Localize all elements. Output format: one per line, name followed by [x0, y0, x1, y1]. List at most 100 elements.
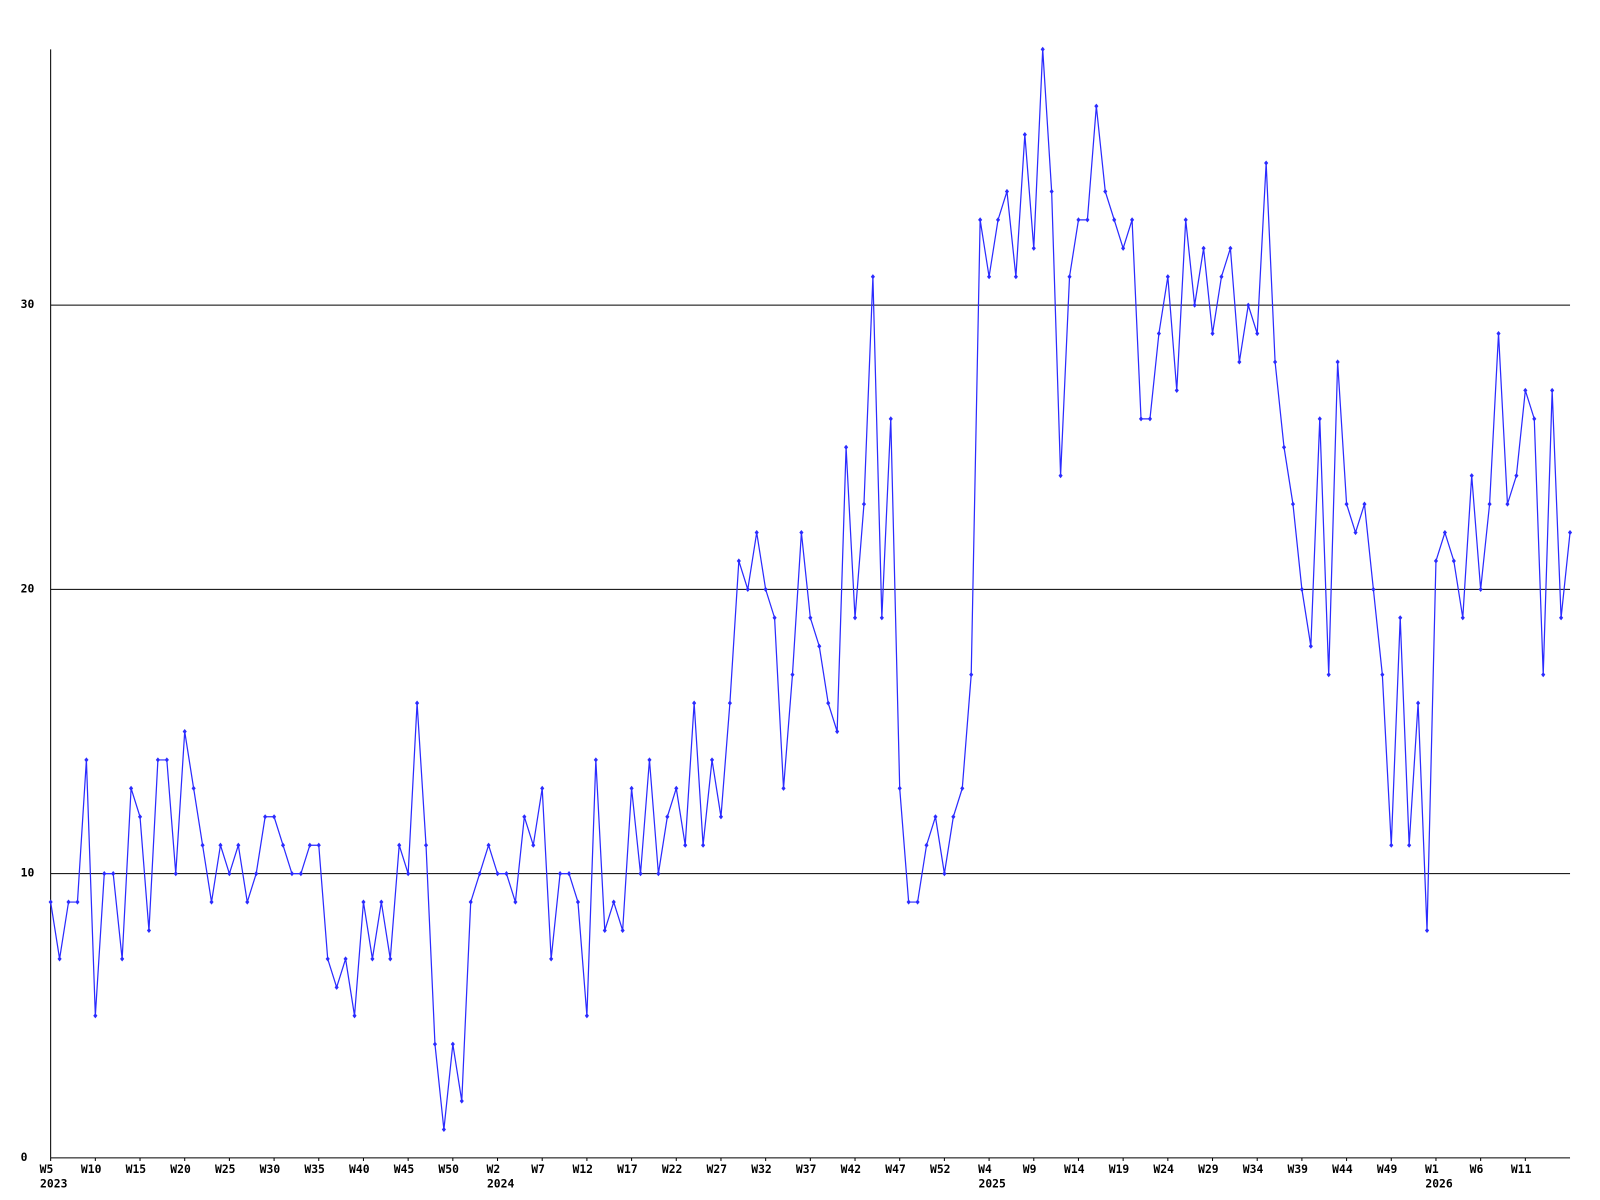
data-point — [709, 757, 715, 763]
data-point — [861, 501, 867, 507]
x-tick-label: W35 — [304, 1162, 325, 1176]
y-tick-label: 10 — [21, 866, 35, 880]
data-point — [558, 871, 563, 877]
data-point — [200, 842, 205, 848]
data-point — [1040, 46, 1045, 52]
x-tick-label: W44 — [1332, 1162, 1353, 1176]
data-point — [48, 899, 53, 905]
data-point — [683, 842, 688, 848]
data-point — [137, 814, 143, 820]
data-point — [844, 444, 849, 450]
data-point — [334, 984, 339, 990]
data-point — [66, 899, 71, 905]
data-point — [995, 217, 1001, 223]
data-point — [218, 842, 223, 848]
x-tick-label: W52 — [930, 1162, 951, 1176]
data-point — [1326, 672, 1331, 678]
x-tick-label: W40 — [349, 1162, 370, 1176]
data-point — [960, 785, 965, 791]
data-point — [1130, 217, 1135, 223]
data-point — [1317, 416, 1322, 422]
data-point — [1451, 558, 1456, 564]
data-point — [647, 757, 652, 763]
data-point — [826, 700, 831, 706]
data-point — [1031, 245, 1036, 251]
x-tick-label: W7 — [531, 1162, 545, 1176]
data-point — [987, 274, 992, 280]
x-tick-label: W20 — [170, 1162, 191, 1176]
data-point — [1210, 330, 1215, 337]
y-tick-label: 30 — [21, 297, 35, 311]
data-point — [1433, 558, 1439, 564]
x-tick-label: W25 — [215, 1162, 236, 1176]
data-point — [1335, 359, 1340, 365]
data-point — [575, 899, 581, 905]
data-point — [799, 529, 804, 536]
data-point — [1192, 302, 1197, 308]
data-point — [370, 956, 375, 962]
data-point — [1228, 245, 1233, 251]
data-point — [763, 586, 768, 592]
data-point — [155, 757, 160, 763]
data-point — [1559, 615, 1564, 621]
data-point — [629, 785, 634, 791]
x-tick-label: W24 — [1153, 1162, 1174, 1176]
data-point — [888, 416, 893, 422]
data-point — [1550, 387, 1555, 393]
data-point — [1505, 501, 1510, 507]
data-point — [1344, 501, 1349, 507]
data-point — [1246, 302, 1251, 308]
data-point — [1299, 586, 1304, 592]
data-point — [817, 643, 822, 649]
data-point — [1004, 188, 1010, 195]
x-tick-label: W12 — [572, 1162, 593, 1176]
data-point — [102, 871, 107, 877]
data-point — [75, 899, 80, 905]
data-point — [1273, 359, 1278, 365]
data-point — [754, 529, 759, 536]
data-point — [1138, 416, 1144, 422]
x-tick-label: W49 — [1377, 1162, 1398, 1176]
data-point — [263, 814, 268, 820]
data-point — [477, 871, 482, 877]
data-point — [57, 956, 62, 962]
x-tick-label: W27 — [707, 1162, 728, 1176]
data-point — [1371, 586, 1376, 592]
x-tick-label: W10 — [81, 1162, 102, 1176]
x-tick-label: W17 — [617, 1162, 638, 1176]
data-point — [298, 871, 303, 877]
data-point — [120, 956, 125, 962]
data-point — [1237, 359, 1242, 365]
x-tick-label: W19 — [1109, 1162, 1130, 1176]
data-point — [236, 842, 241, 848]
data-point — [361, 899, 366, 905]
data-point — [486, 842, 491, 848]
data-point — [808, 615, 813, 621]
data-point — [1076, 217, 1081, 223]
x-tick-label: W9 — [1023, 1162, 1037, 1176]
data-point — [1353, 529, 1358, 536]
data-point — [1183, 217, 1188, 223]
data-point — [182, 728, 187, 735]
data-point — [701, 842, 706, 848]
data-point — [379, 899, 384, 905]
data-point — [450, 1041, 455, 1047]
y-tick-label: 0 — [21, 1150, 28, 1164]
data-point — [781, 785, 786, 791]
data-point — [1067, 274, 1072, 280]
data-point — [227, 871, 232, 877]
data-point — [951, 814, 956, 820]
x-tick-label: W37 — [796, 1162, 817, 1176]
data-point — [611, 899, 616, 905]
data-point — [146, 927, 152, 934]
data-point — [1281, 444, 1287, 450]
data-point — [1541, 672, 1546, 678]
data-point — [1567, 529, 1573, 536]
data-point — [852, 615, 858, 621]
x-tick-label: W30 — [260, 1162, 281, 1176]
x-tick-label: W14 — [1064, 1162, 1085, 1176]
data-point — [191, 785, 196, 791]
x-tick-label: W34 — [1243, 1162, 1264, 1176]
data-point — [772, 615, 777, 621]
